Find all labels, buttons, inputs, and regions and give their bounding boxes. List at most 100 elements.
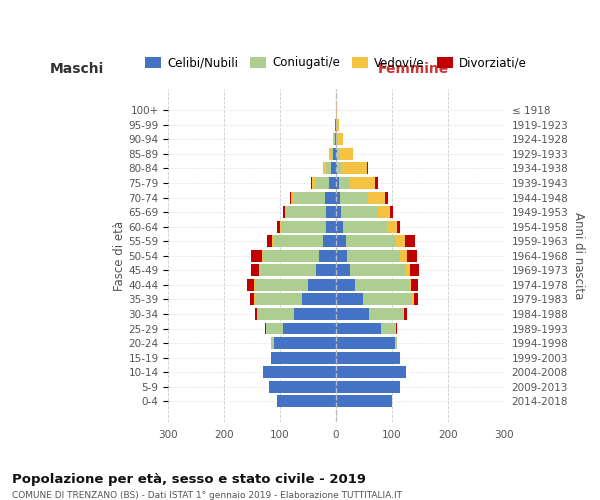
Bar	[331, 148, 333, 160]
Bar	[272, 235, 273, 247]
Bar	[385, 192, 388, 203]
Bar	[346, 235, 397, 247]
Bar	[390, 206, 393, 218]
Bar	[316, 264, 336, 276]
Text: Femmine: Femmine	[377, 62, 449, 76]
Bar	[283, 322, 336, 334]
Bar	[283, 206, 285, 218]
Bar	[396, 322, 397, 334]
Text: COMUNE DI TRENZANO (BS) - Dati ISTAT 1° gennaio 2019 - Elaborazione TUTTITALIA.I: COMUNE DI TRENZANO (BS) - Dati ISTAT 1° …	[12, 491, 402, 500]
Bar	[326, 220, 336, 232]
Bar	[329, 177, 336, 189]
Bar	[285, 206, 286, 218]
Bar	[326, 206, 336, 218]
Bar	[294, 192, 325, 203]
Bar	[260, 264, 316, 276]
Bar	[350, 177, 375, 189]
Bar	[336, 337, 395, 349]
Bar	[337, 148, 338, 160]
Bar	[281, 220, 326, 232]
Bar	[286, 206, 326, 218]
Bar	[347, 250, 400, 262]
Bar	[262, 250, 263, 262]
Bar	[336, 235, 346, 247]
Bar	[323, 235, 336, 247]
Bar	[412, 279, 418, 291]
Bar	[336, 396, 392, 407]
Bar	[271, 337, 274, 349]
Bar	[337, 119, 338, 131]
Bar	[370, 308, 403, 320]
Y-axis label: Fasce di età: Fasce di età	[113, 220, 125, 291]
Bar	[308, 279, 336, 291]
Bar	[406, 264, 410, 276]
Bar	[395, 322, 396, 334]
Bar	[338, 177, 350, 189]
Bar	[400, 250, 407, 262]
Bar	[336, 380, 400, 392]
Bar	[367, 162, 368, 174]
Bar	[273, 235, 323, 247]
Bar	[250, 294, 254, 306]
Bar	[312, 177, 315, 189]
Bar	[326, 162, 331, 174]
Bar	[350, 264, 406, 276]
Bar	[375, 177, 378, 189]
Bar	[333, 134, 334, 145]
Bar	[269, 380, 336, 392]
Bar	[363, 294, 412, 306]
Bar	[336, 104, 337, 116]
Bar	[378, 206, 390, 218]
Bar	[329, 148, 331, 160]
Bar	[336, 220, 343, 232]
Bar	[337, 162, 342, 174]
Bar	[414, 294, 418, 306]
Bar	[405, 235, 415, 247]
Bar	[331, 162, 336, 174]
Bar	[325, 192, 336, 203]
Bar	[290, 192, 291, 203]
Bar	[257, 308, 294, 320]
Bar	[277, 396, 336, 407]
Bar	[268, 235, 272, 247]
Bar	[409, 279, 412, 291]
Bar	[266, 322, 283, 334]
Bar	[343, 220, 388, 232]
Bar	[403, 308, 404, 320]
Bar	[319, 250, 336, 262]
Bar	[323, 162, 326, 174]
Bar	[274, 337, 336, 349]
Bar	[407, 250, 417, 262]
Text: Maschi: Maschi	[50, 62, 104, 76]
Bar	[254, 294, 302, 306]
Bar	[251, 264, 259, 276]
Bar	[255, 308, 257, 320]
Bar	[277, 220, 280, 232]
Bar	[395, 337, 397, 349]
Bar	[259, 264, 260, 276]
Bar	[336, 148, 337, 160]
Bar	[388, 220, 397, 232]
Bar	[336, 322, 380, 334]
Bar	[340, 192, 368, 203]
Bar	[336, 279, 355, 291]
Bar	[336, 294, 363, 306]
Bar	[263, 366, 336, 378]
Bar	[336, 206, 341, 218]
Bar	[380, 322, 395, 334]
Bar	[337, 134, 343, 145]
Bar	[404, 308, 407, 320]
Bar	[336, 366, 406, 378]
Bar	[336, 264, 350, 276]
Bar	[311, 177, 312, 189]
Text: Popolazione per età, sesso e stato civile - 2019: Popolazione per età, sesso e stato civil…	[12, 472, 366, 486]
Legend: Celibi/Nubili, Coniugati/e, Vedovi/e, Divorziati/e: Celibi/Nubili, Coniugati/e, Vedovi/e, Di…	[140, 52, 532, 74]
Bar	[315, 177, 329, 189]
Bar	[355, 279, 409, 291]
Bar	[341, 206, 378, 218]
Bar	[271, 352, 336, 364]
Bar	[294, 308, 336, 320]
Bar	[335, 134, 336, 145]
Bar	[336, 308, 370, 320]
Bar	[263, 250, 319, 262]
